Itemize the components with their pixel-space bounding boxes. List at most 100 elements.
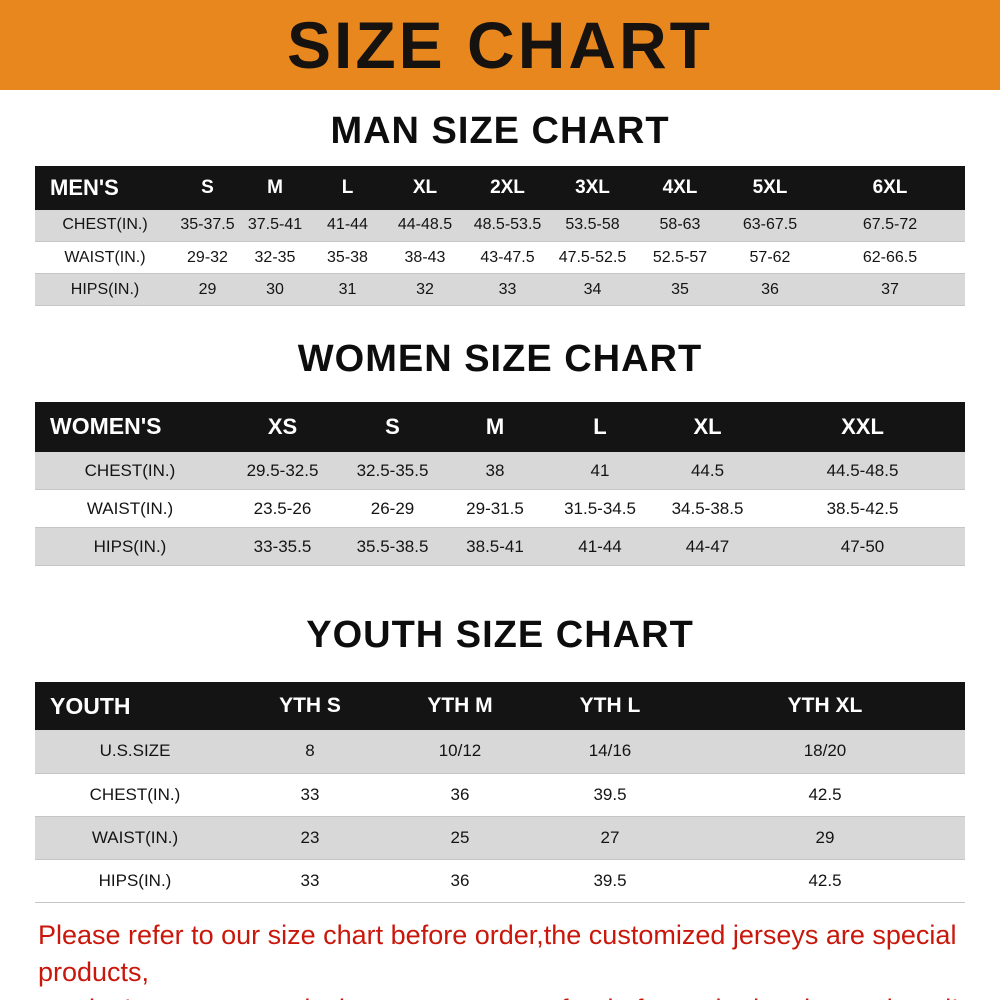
size-header-cell: S bbox=[340, 401, 445, 452]
row-label: HIPS(IN.) bbox=[35, 527, 225, 567]
value-cell: 10/12 bbox=[385, 730, 535, 774]
row-label: HIPS(IN.) bbox=[35, 859, 235, 903]
value-cell: 31.5-34.5 bbox=[545, 489, 655, 529]
table-row: HIPS(IN.) 29 30 31 32 33 34 35 36 37 bbox=[35, 273, 965, 307]
size-header-cell: YTH L bbox=[535, 682, 685, 731]
youth-size-heading: YOUTH SIZE CHART bbox=[306, 614, 694, 657]
size-header-cell: 3XL bbox=[550, 165, 635, 210]
row-label: CHEST(IN.) bbox=[35, 773, 235, 817]
value-cell: 39.5 bbox=[535, 859, 685, 903]
value-cell: 30 bbox=[240, 273, 310, 307]
value-cell: 26-29 bbox=[340, 489, 445, 529]
value-cell: 23 bbox=[235, 816, 385, 860]
value-cell: 32 bbox=[385, 273, 465, 307]
value-cell: 33 bbox=[235, 859, 385, 903]
youth-size-section: YOUTH SIZE CHART YOUTH YTH S YTH M YTH L YTH… bbox=[0, 614, 1000, 903]
value-cell: 67.5-72 bbox=[815, 209, 965, 243]
youth-size-table: YOUTH YTH S YTH M YTH L YTH XL U.S.SIZE 8 10/12… bbox=[35, 682, 965, 903]
row-label: U.S.SIZE bbox=[35, 730, 235, 774]
table-row: U.S.SIZE 8 10/12 14/16 18/20 bbox=[35, 730, 965, 774]
value-cell: 29 bbox=[175, 273, 240, 307]
men-size-table: MEN'S S M L XL 2XL 3XL 4XL 5XL 6XL CHEST(IN.) 35-37… bbox=[35, 165, 965, 307]
row-label: WAIST(IN.) bbox=[35, 489, 225, 529]
value-cell: 44-47 bbox=[655, 527, 760, 567]
row-label: HIPS(IN.) bbox=[35, 273, 175, 307]
row-label: WAIST(IN.) bbox=[35, 241, 175, 275]
value-cell: 44-48.5 bbox=[385, 209, 465, 243]
women-size-section: WOMEN SIZE CHART WOMEN'S XS S M L XL XXL CHEST(… bbox=[0, 338, 1000, 567]
table-row: WAIST(IN.) 29-32 32-35 35-38 38-43 43-47.5 47.… bbox=[35, 241, 965, 275]
value-cell: 58-63 bbox=[635, 209, 725, 243]
table-row: WAIST(IN.) 23 25 27 29 bbox=[35, 816, 965, 860]
value-cell: 52.5-57 bbox=[635, 241, 725, 275]
value-cell: 44.5-48.5 bbox=[760, 451, 965, 491]
value-cell: 29.5-32.5 bbox=[225, 451, 340, 491]
value-cell: 8 bbox=[235, 730, 385, 774]
value-cell: 31 bbox=[310, 273, 385, 307]
value-cell: 35.5-38.5 bbox=[340, 527, 445, 567]
value-cell: 36 bbox=[725, 273, 815, 307]
value-cell: 47.5-52.5 bbox=[550, 241, 635, 275]
size-header-cell: XXL bbox=[760, 401, 965, 452]
table-header-row: WOMEN'S XS S M L XL XXL bbox=[35, 401, 965, 452]
table-title-cell: MEN'S bbox=[35, 165, 175, 210]
value-cell: 25 bbox=[385, 816, 535, 860]
table-header-row: MEN'S S M L XL 2XL 3XL 4XL 5XL 6XL bbox=[35, 165, 965, 210]
table-row: HIPS(IN.) 33-35.5 35.5-38.5 38.5-41 41-44 44-… bbox=[35, 527, 965, 567]
value-cell: 35 bbox=[635, 273, 725, 307]
value-cell: 38.5-41 bbox=[445, 527, 545, 567]
size-header-cell: 6XL bbox=[815, 165, 965, 210]
value-cell: 38.5-42.5 bbox=[760, 489, 965, 529]
banner: SIZE CHART bbox=[0, 0, 1000, 90]
value-cell: 23.5-26 bbox=[225, 489, 340, 529]
page-title: SIZE CHART bbox=[287, 8, 713, 82]
value-cell: 48.5-53.5 bbox=[465, 209, 550, 243]
table-title-cell: YOUTH bbox=[35, 682, 235, 731]
row-label: CHEST(IN.) bbox=[35, 451, 225, 491]
value-cell: 33 bbox=[465, 273, 550, 307]
value-cell: 41-44 bbox=[545, 527, 655, 567]
value-cell: 29-32 bbox=[175, 241, 240, 275]
value-cell: 33 bbox=[235, 773, 385, 817]
value-cell: 35-38 bbox=[310, 241, 385, 275]
value-cell: 63-67.5 bbox=[725, 209, 815, 243]
man-size-heading: MAN SIZE CHART bbox=[330, 110, 670, 152]
value-cell: 35-37.5 bbox=[175, 209, 240, 243]
value-cell: 27 bbox=[535, 816, 685, 860]
value-cell: 38 bbox=[445, 451, 545, 491]
value-cell: 42.5 bbox=[685, 773, 965, 817]
value-cell: 34 bbox=[550, 273, 635, 307]
table-row: HIPS(IN.) 33 36 39.5 42.5 bbox=[35, 859, 965, 903]
value-cell: 41 bbox=[545, 451, 655, 491]
value-cell: 29 bbox=[685, 816, 965, 860]
size-header-cell: S bbox=[175, 165, 240, 210]
value-cell: 62-66.5 bbox=[815, 241, 965, 275]
size-header-cell: XS bbox=[225, 401, 340, 452]
man-size-section: MAN SIZE CHART MEN'S S M L XL 2XL 3XL 4XL 5XL 6XL… bbox=[0, 110, 1000, 307]
footer-line-1: Please refer to our size chart before or… bbox=[38, 919, 957, 987]
footer-note: Please refer to our size chart before or… bbox=[38, 917, 980, 1000]
size-header-cell: L bbox=[545, 401, 655, 452]
value-cell: 34.5-38.5 bbox=[655, 489, 760, 529]
value-cell: 41-44 bbox=[310, 209, 385, 243]
value-cell: 29-31.5 bbox=[445, 489, 545, 529]
footer-line-2: we don't accept cancel, change, teturn o… bbox=[38, 991, 980, 1000]
value-cell: 53.5-58 bbox=[550, 209, 635, 243]
value-cell: 33-35.5 bbox=[225, 527, 340, 567]
value-cell: 44.5 bbox=[655, 451, 760, 491]
women-size-heading: WOMEN SIZE CHART bbox=[297, 338, 703, 381]
table-row: CHEST(IN.) 33 36 39.5 42.5 bbox=[35, 773, 965, 817]
size-header-cell: YTH S bbox=[235, 682, 385, 731]
table-row: CHEST(IN.) 35-37.5 37.5-41 41-44 44-48.5 48.5… bbox=[35, 209, 965, 243]
table-row: WAIST(IN.) 23.5-26 26-29 29-31.5 31.5-34.5 34… bbox=[35, 489, 965, 529]
row-label: CHEST(IN.) bbox=[35, 209, 175, 243]
value-cell: 36 bbox=[385, 773, 535, 817]
value-cell: 42.5 bbox=[685, 859, 965, 903]
value-cell: 57-62 bbox=[725, 241, 815, 275]
size-header-cell: YTH M bbox=[385, 682, 535, 731]
row-label: WAIST(IN.) bbox=[35, 816, 235, 860]
size-header-cell: M bbox=[445, 401, 545, 452]
table-header-row: YOUTH YTH S YTH M YTH L YTH XL bbox=[35, 682, 965, 731]
value-cell: 32-35 bbox=[240, 241, 310, 275]
